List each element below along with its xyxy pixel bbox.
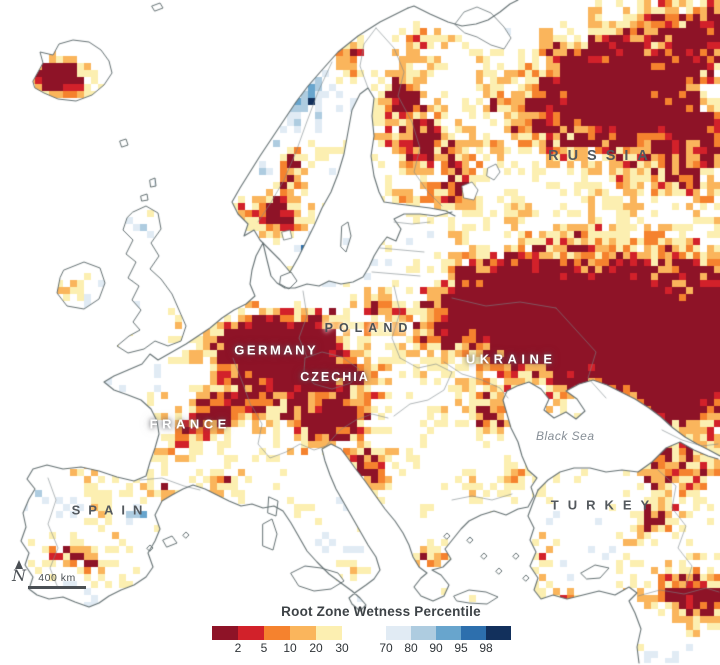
map-label-poland: POLAND [324,321,414,335]
north-label: N [12,566,26,585]
legend-swatch-dry-2 [264,626,290,640]
scale-bar-line [28,586,86,589]
scale-bar-label: 400 km [38,572,76,584]
legend-swatch-dry-1 [238,626,264,640]
legend-tick-dry-2: 2 [234,641,242,655]
map-label-turkey: TURKEY [550,497,659,513]
map-label-ukraine: UKRAINE [465,351,557,367]
map-label-black-sea: Black Sea [535,429,595,443]
legend-tick-wet-95: 95 [454,641,468,655]
legend-tick-wet-90: 90 [429,641,443,655]
north-arrow-icon [15,560,23,569]
legend-tick-wet-70: 70 [379,641,393,655]
legend-swatch-wet-4 [486,626,511,640]
map-label-germany: GERMANY [234,342,319,358]
legend-tick-wet-80: 80 [404,641,418,655]
legend-tick-dry-10: 10 [283,641,297,655]
map-label-france: FRANCE [149,416,231,432]
scale-bar: 400 km [28,572,86,589]
legend-tick-wet-98: 98 [479,641,493,655]
legend-swatch-dry-3 [290,626,316,640]
map-label-czechia: CZECHIA [300,370,370,384]
legend-tick-dry-5: 5 [260,641,268,655]
legend-tick-dry-30: 30 [335,641,349,655]
legend-tick-dry-20: 20 [309,641,323,655]
map-label-russia: RUSSIA [548,148,657,164]
legend-swatch-wet-1 [411,626,436,640]
legend-swatch-wet-2 [436,626,461,640]
north-arrow: N [10,560,28,585]
legend-swatch-wet-0 [386,626,411,640]
legend-swatch-dry-0 [212,626,238,640]
legend-swatch-wet-3 [461,626,486,640]
map-label-spain: SPAIN [71,502,151,518]
legend-swatch-dry-4 [316,626,342,640]
legend-title: Root Zone Wetness Percentile [281,604,481,619]
